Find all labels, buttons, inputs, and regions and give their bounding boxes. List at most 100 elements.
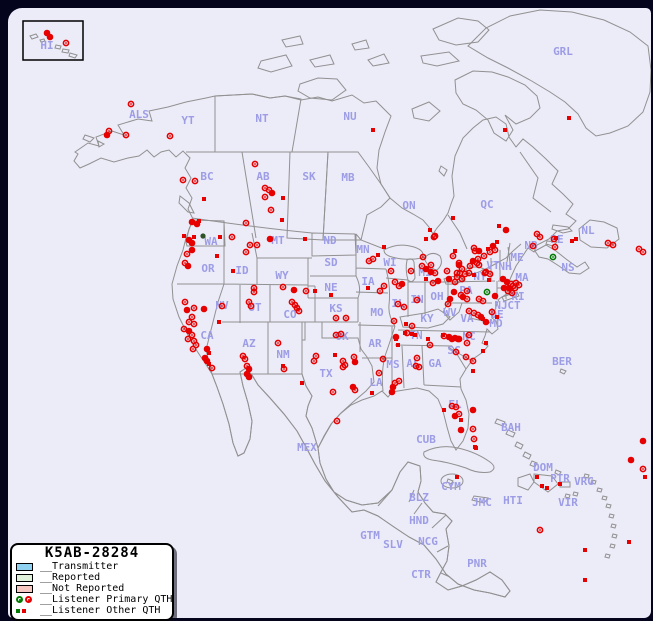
listener-primary-marker — [387, 267, 395, 275]
hawaii-islands — [29, 33, 78, 59]
listener-primary-marker — [529, 242, 537, 250]
listener-other-marker — [426, 337, 430, 341]
listener-other-marker — [300, 381, 304, 385]
hawaii-inset-box — [22, 20, 84, 61]
listener-primary-marker — [375, 369, 383, 377]
listener-other-marker — [428, 228, 432, 232]
listener-primary-marker — [184, 335, 192, 343]
cym-islet — [446, 478, 454, 485]
bah-islet-1 — [494, 418, 506, 427]
listener-other-marker — [471, 369, 475, 373]
listener-primary-marker — [444, 300, 452, 308]
listener-other-marker — [410, 332, 414, 336]
listener-cluster-marker — [46, 33, 54, 41]
listener-primary-marker — [280, 365, 288, 373]
listener-other-marker — [329, 293, 333, 297]
listener-primary-marker — [426, 341, 434, 349]
listener-primary-marker — [536, 526, 544, 534]
listener-cluster-marker — [422, 265, 430, 273]
listener-cluster-marker — [200, 305, 208, 313]
listener-primary-marker — [480, 252, 488, 260]
listener-cluster-marker — [457, 426, 465, 434]
listener-primary-marker — [390, 317, 398, 325]
region-label-va: VA — [460, 312, 474, 325]
listener-other-marker — [495, 240, 499, 244]
region-label-ber: BER — [552, 355, 572, 368]
listener-primary-marker — [329, 388, 337, 396]
region-label-bah: BAH — [501, 421, 521, 434]
listener-primary-marker — [413, 354, 421, 362]
listener-primary-marker — [376, 287, 384, 295]
listener-other-marker — [503, 128, 507, 132]
ellesmere-island — [432, 17, 490, 46]
listener-other-marker — [442, 408, 446, 412]
region-mexico — [211, 367, 511, 598]
listener-primary-marker — [218, 302, 226, 310]
listener-primary-marker — [190, 304, 198, 312]
region-label-ptr: PTR — [550, 472, 570, 485]
region-ky — [399, 308, 451, 329]
listener-primary-marker — [267, 206, 275, 214]
listener-primary-marker — [455, 259, 463, 267]
bah-islet-3 — [514, 441, 524, 450]
listener-primary-marker — [463, 295, 471, 303]
legend-item: __Listener Other QTH — [16, 605, 168, 616]
antilles-10 — [604, 553, 611, 559]
region-label-hnd: HND — [409, 514, 429, 527]
listener-cluster-marker — [398, 280, 406, 288]
region-label-gtm: GTM — [360, 529, 380, 542]
listener-primary-marker — [191, 177, 199, 185]
listener-primary-marker — [127, 100, 135, 108]
region-label-grl: GRL — [553, 45, 573, 58]
listener-other-marker — [280, 218, 284, 222]
listener-cluster-marker — [445, 275, 453, 283]
ring-glyph — [25, 596, 32, 603]
listener-cluster-marker — [388, 388, 396, 396]
listener-other-marker — [570, 239, 574, 243]
listener-cluster-marker — [183, 306, 191, 314]
north-america-map: HIALSYTNTNUGRLBCABSKMBONQCNLNBPENSMEVTNH… — [22, 9, 651, 598]
region-label-ky: KY — [420, 312, 434, 325]
listener-cluster-marker — [245, 365, 253, 373]
legend-item: __Not Reported — [16, 583, 168, 594]
region-label-de: DE — [490, 308, 503, 321]
listener-other-marker — [313, 289, 317, 293]
listener-primary-marker-green — [483, 288, 491, 296]
listener-other-marker — [371, 128, 375, 132]
lake-michigan — [405, 258, 416, 283]
listener-other-marker — [487, 278, 491, 282]
listener-primary-marker — [469, 357, 477, 365]
listener-primary-marker — [479, 297, 487, 305]
listener-primary-marker — [251, 160, 259, 168]
listener-primary-marker — [188, 331, 196, 339]
listener-cluster-marker — [245, 373, 253, 381]
region-mb — [322, 151, 391, 241]
vir-islet-2 — [572, 491, 579, 497]
state-borders — [177, 151, 552, 578]
listener-cluster-marker — [268, 189, 276, 197]
listener-primary-marker — [179, 176, 187, 184]
hti-island — [517, 473, 535, 491]
region-label-ctr: CTR — [411, 568, 431, 581]
listener-cluster-marker — [505, 284, 513, 292]
turks-islet — [554, 469, 562, 476]
listener-primary-marker — [247, 302, 255, 310]
listener-cluster-marker — [103, 131, 111, 139]
listener-other-marker — [217, 320, 221, 324]
listener-primary-marker — [242, 219, 250, 227]
listener-other-marker — [459, 418, 463, 422]
region-label-slv: SLV — [383, 538, 403, 551]
region-label-ct: CT — [507, 299, 521, 312]
region-label-on: ON — [402, 199, 415, 212]
region-label-ma: MA — [515, 271, 529, 284]
newfoundland-island — [578, 219, 620, 249]
region-label-la: LA — [369, 376, 383, 389]
listener-other-marker — [583, 548, 587, 552]
listener-cluster-marker — [203, 345, 211, 353]
region-label-mex: MEX — [297, 441, 317, 454]
bah-islet-4 — [522, 451, 532, 460]
listener-cluster-marker — [290, 286, 298, 294]
arctic-island-b — [281, 35, 304, 48]
listener-other-marker — [424, 237, 428, 241]
region-label-bc: BC — [200, 170, 213, 183]
